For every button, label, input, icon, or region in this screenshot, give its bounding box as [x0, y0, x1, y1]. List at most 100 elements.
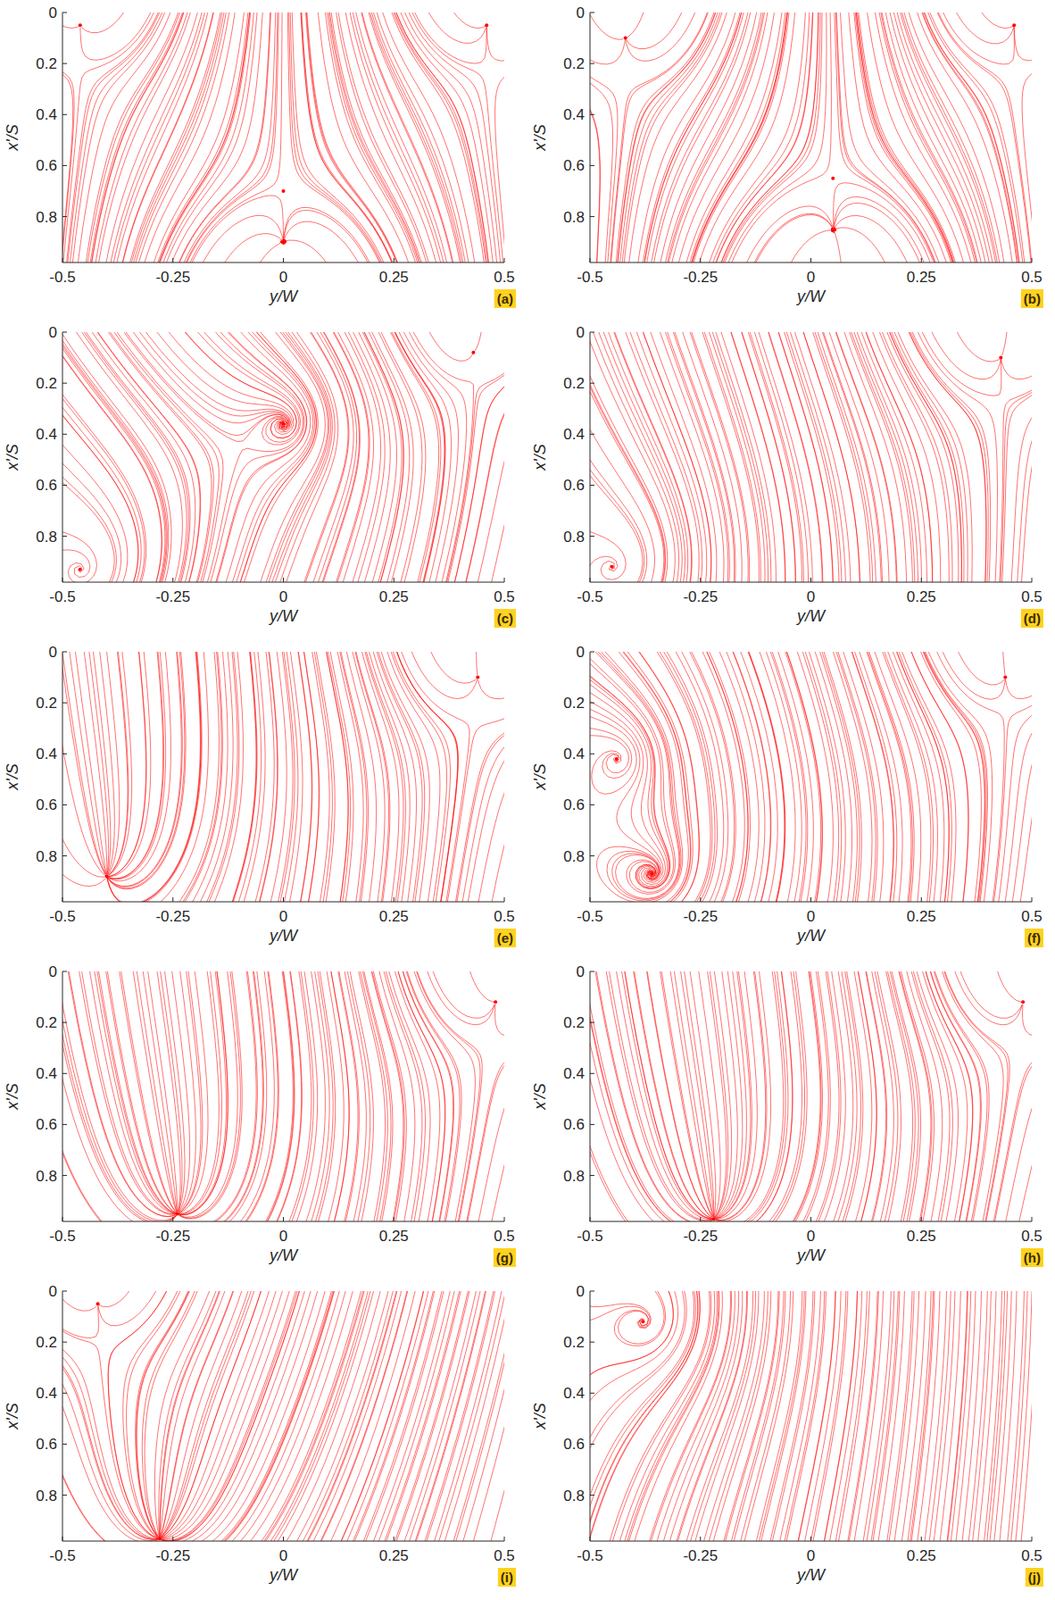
streamline	[715, 971, 772, 1222]
y-tick	[589, 1341, 595, 1343]
streamline	[224, 971, 267, 1222]
streamline	[300, 12, 394, 263]
panel-label: (a)	[494, 289, 516, 308]
streamline	[490, 508, 505, 582]
x-tick	[699, 577, 701, 582]
x-tick-label: 0.25	[379, 588, 409, 606]
y-tick	[62, 804, 67, 806]
streamline	[257, 651, 278, 902]
y-tick-label: 0.4	[35, 1064, 58, 1082]
streamline	[178, 971, 222, 1214]
critical-point-node	[712, 1216, 716, 1221]
streamline	[589, 464, 645, 582]
streamline	[388, 971, 431, 1222]
y-tick-label: 0.2	[35, 1013, 58, 1031]
streamline	[801, 651, 840, 902]
critical-point-focus	[640, 1319, 645, 1323]
streamline	[214, 332, 307, 582]
streamline	[415, 971, 482, 1222]
streamline	[348, 971, 374, 1222]
streamline	[589, 1290, 698, 1536]
streamline	[182, 332, 297, 439]
y-tick-label: 0.6	[35, 1115, 58, 1133]
streamline	[62, 350, 162, 582]
streamline	[361, 1290, 443, 1541]
streamline	[739, 1290, 790, 1541]
streamline	[81, 971, 176, 1214]
x-tick	[393, 1536, 395, 1541]
y-tick	[62, 1494, 67, 1496]
streamline	[287, 971, 312, 1222]
streamline	[804, 651, 842, 902]
streamline	[179, 971, 228, 1215]
streamline	[222, 233, 284, 263]
streamline	[835, 651, 876, 902]
streamline	[98, 1290, 158, 1326]
y-tick-label: 0.6	[563, 1115, 585, 1133]
y-axis	[589, 651, 591, 902]
panel-label-box	[498, 1567, 516, 1587]
streamline	[589, 983, 681, 1222]
streamline	[605, 971, 713, 1222]
x-tick	[282, 897, 284, 902]
streamline	[81, 332, 189, 582]
streamline	[394, 651, 457, 902]
y-tick-label: 0.8	[35, 1486, 58, 1504]
streamline	[589, 735, 630, 773]
critical-point-node	[96, 1301, 100, 1305]
panel-label-text: (c)	[497, 610, 514, 626]
streamline	[610, 12, 710, 263]
streamline	[303, 651, 320, 902]
streamline	[330, 971, 349, 1222]
streamline	[753, 215, 833, 264]
streamline	[402, 971, 455, 1222]
streamline	[161, 1290, 256, 1537]
streamline	[361, 332, 404, 582]
streamline	[983, 1290, 1003, 1541]
streamline	[345, 1290, 430, 1541]
streamline	[160, 1290, 253, 1537]
streamline	[474, 332, 482, 351]
streamline	[166, 332, 294, 435]
panel-label-text: (b)	[1023, 290, 1041, 307]
y-tick-label: 0.6	[35, 476, 58, 494]
y-axis	[62, 12, 64, 263]
streamline	[437, 1290, 505, 1541]
streamline	[865, 1290, 895, 1541]
streamline	[702, 1290, 765, 1541]
streamline	[62, 24, 80, 29]
streamline	[413, 971, 476, 1222]
critical-point-node	[105, 873, 109, 878]
streamline	[396, 971, 445, 1222]
x-tick	[699, 1536, 701, 1541]
streamline	[589, 1000, 677, 1222]
y-tick-label: 0.6	[35, 157, 58, 175]
x-tick-label: 0.5	[1021, 588, 1043, 606]
x-tick-label: -0.5	[576, 268, 603, 286]
y-tick-label: 0	[576, 1282, 585, 1300]
streamline	[107, 651, 163, 879]
panel-label: (h)	[1021, 1247, 1044, 1267]
streamline	[589, 714, 637, 794]
y-axis	[589, 12, 591, 263]
y-axis-title: x'/S	[3, 1402, 22, 1429]
streamline	[793, 971, 823, 1222]
streamline	[302, 332, 349, 582]
streamline	[632, 971, 713, 1219]
streamline	[707, 651, 751, 902]
panel: -0.5-0.2500.250.500.20.40.60.8y/Wx'/S(e)	[3, 643, 516, 948]
streamline	[154, 332, 293, 432]
x-tick	[589, 1216, 591, 1222]
streamline	[723, 1290, 780, 1541]
streamline	[394, 12, 490, 263]
y-tick-label: 0.4	[563, 425, 585, 443]
streamline	[822, 971, 847, 1222]
streamline	[182, 12, 276, 263]
streamline	[910, 971, 950, 1222]
x-tick	[172, 257, 174, 263]
streamline	[299, 1290, 394, 1541]
streamline	[62, 440, 128, 583]
streamline	[790, 971, 822, 1222]
streamline	[866, 651, 914, 902]
streamline	[236, 971, 275, 1222]
